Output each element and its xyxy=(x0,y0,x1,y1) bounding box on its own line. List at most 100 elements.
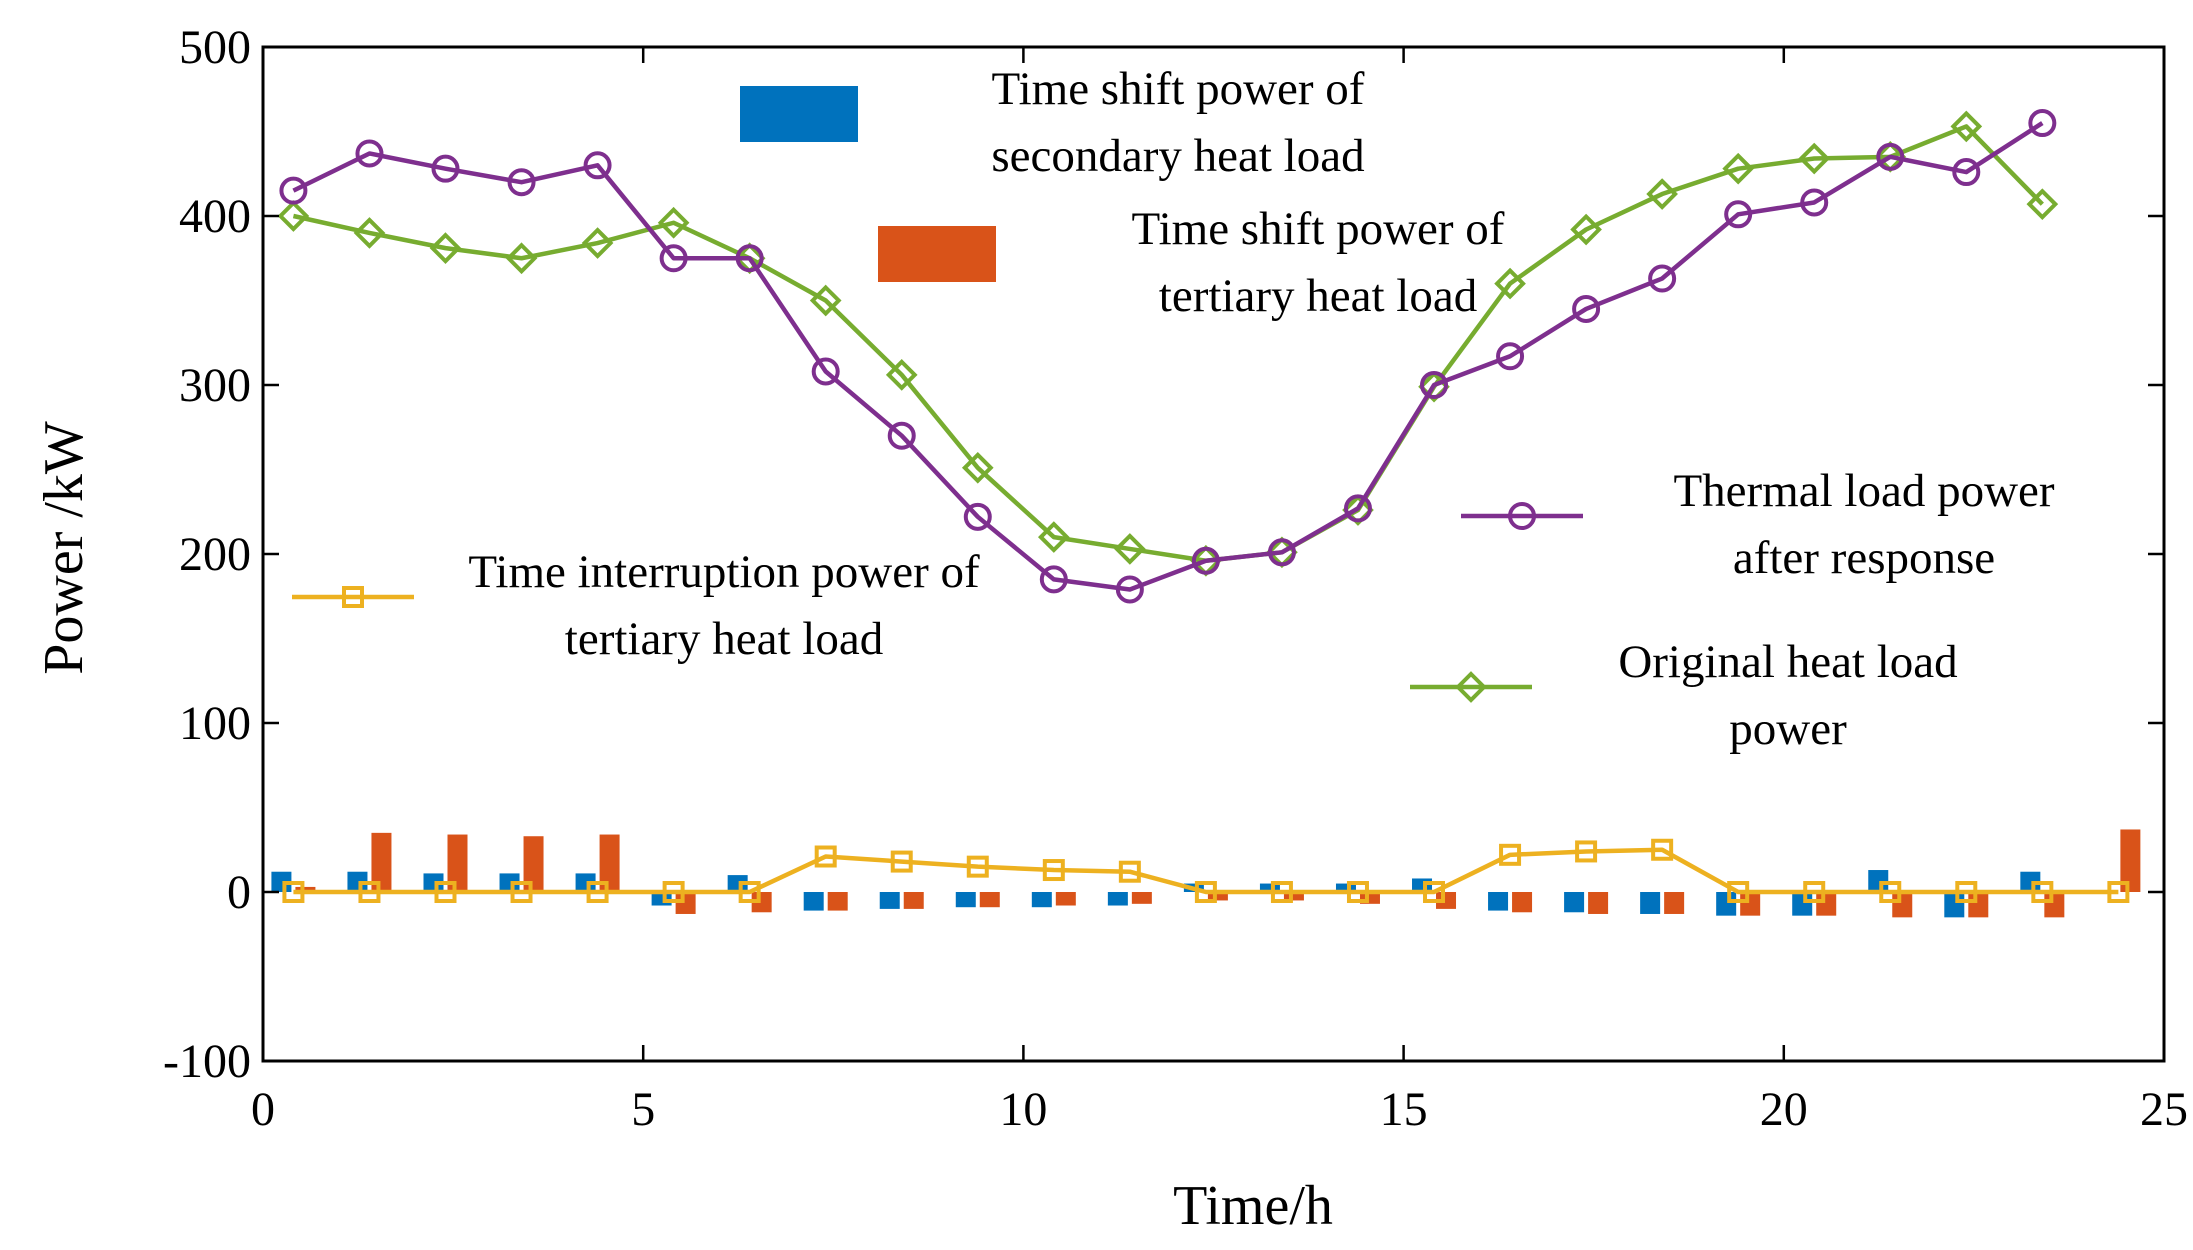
diamond-marker xyxy=(1494,267,1526,300)
y-tick-label: 500 xyxy=(179,21,251,74)
square-marker xyxy=(1575,840,1598,863)
legend-label: secondary heat load xyxy=(991,130,1364,182)
square-marker xyxy=(358,881,381,903)
circle-marker xyxy=(1343,494,1372,523)
square-marker xyxy=(966,855,989,878)
circle-marker xyxy=(1648,264,1677,293)
bar-tertiary xyxy=(1283,892,1304,901)
diamond-marker xyxy=(1950,110,1983,143)
circle-marker xyxy=(355,139,384,168)
bar-secondary xyxy=(1640,892,1661,914)
legend-label: after response xyxy=(1733,532,1995,584)
x-tick-label: 25 xyxy=(2140,1083,2188,1136)
circle-marker xyxy=(735,244,764,273)
circle-marker xyxy=(583,151,612,180)
bar-tertiary xyxy=(1740,892,1761,916)
bar-secondary xyxy=(1792,892,1813,916)
diamond-marker xyxy=(1342,494,1374,526)
square-marker xyxy=(586,881,609,903)
legend-label: Time shift power of xyxy=(992,63,1365,115)
legend-label: power xyxy=(1729,703,1847,755)
diamond-marker xyxy=(353,217,386,249)
circle-marker xyxy=(1039,565,1068,594)
diamond-marker xyxy=(505,242,538,275)
bar-tertiary xyxy=(1664,892,1685,914)
bar-tertiary xyxy=(1588,892,1609,914)
circle-marker xyxy=(1496,342,1525,371)
square-marker xyxy=(2107,881,2130,903)
y-axis-title: Power /kW xyxy=(33,421,95,675)
bars-layer xyxy=(271,829,2141,918)
x-tick-label: 15 xyxy=(1380,1083,1428,1136)
diamond-marker xyxy=(1114,533,1146,565)
diamond-marker xyxy=(277,200,310,232)
bar-secondary xyxy=(879,892,900,909)
bar-tertiary xyxy=(827,892,848,911)
square-marker xyxy=(434,881,457,903)
lines-layer xyxy=(277,109,2130,903)
circle-marker xyxy=(431,154,460,183)
bar-tertiary xyxy=(295,886,316,892)
circle-marker xyxy=(887,421,916,450)
legend-swatch-tertiary xyxy=(878,226,996,282)
circle-marker xyxy=(507,168,536,197)
legend-swatch-secondary xyxy=(740,86,858,142)
bar-tertiary xyxy=(2044,892,2065,918)
bar-secondary xyxy=(1944,892,1965,918)
square-marker xyxy=(1423,881,1446,903)
bar-tertiary xyxy=(371,832,392,892)
y-tick-label: 300 xyxy=(179,359,251,412)
bar-secondary xyxy=(1488,892,1509,911)
square-marker xyxy=(814,845,837,868)
legend-label: Time shift power of xyxy=(1132,203,1505,255)
circle-marker xyxy=(659,244,688,273)
y-tick-label: 400 xyxy=(179,190,251,243)
bar-secondary xyxy=(1107,892,1128,906)
circle-marker xyxy=(811,357,840,386)
square-marker xyxy=(1879,881,1902,903)
bar-tertiary xyxy=(1512,892,1533,913)
diamond-marker xyxy=(2026,188,2059,220)
legend-label: Original heat load xyxy=(1618,636,1957,688)
square-marker xyxy=(738,881,761,903)
square-marker xyxy=(1955,881,1978,903)
diamond-marker xyxy=(1722,152,1755,185)
bar-tertiary xyxy=(1968,892,1989,918)
circle-marker xyxy=(2028,109,2057,138)
legend-label: Thermal load power xyxy=(1673,465,2054,517)
legend-label: Time interruption power of xyxy=(468,546,980,598)
circle-marker xyxy=(1876,142,1905,171)
y-tick-label: 200 xyxy=(179,528,251,581)
bar-secondary xyxy=(1564,892,1585,913)
circle-marker xyxy=(1572,294,1601,323)
diamond-marker xyxy=(1570,213,1602,246)
x-tick-label: 20 xyxy=(1760,1083,1808,1136)
diamond-marker xyxy=(1798,142,1831,175)
square-marker xyxy=(1346,881,1369,903)
bar-tertiary xyxy=(523,836,544,892)
bar-tertiary xyxy=(1892,892,1913,918)
circle-marker xyxy=(963,502,992,531)
bar-tertiary xyxy=(903,892,924,909)
legend-label: tertiary heat load xyxy=(565,613,883,665)
square-marker xyxy=(2031,881,2054,903)
legend-circle-marker xyxy=(1508,502,1536,530)
square-marker xyxy=(1194,881,1217,903)
legend-diamond-marker xyxy=(1455,671,1487,703)
square-marker xyxy=(1042,859,1065,882)
line-circle-series xyxy=(292,121,2044,592)
circle-marker xyxy=(1724,200,1753,229)
legend-label: tertiary heat load xyxy=(1159,270,1477,322)
diamond-marker xyxy=(809,284,842,317)
diamond-marker xyxy=(657,206,690,239)
square-marker xyxy=(282,881,305,903)
bar-tertiary xyxy=(447,834,468,892)
circle-marker xyxy=(1191,546,1220,575)
bar-secondary xyxy=(803,892,824,911)
x-tick-label: 5 xyxy=(631,1083,655,1136)
x-tick-label: 0 xyxy=(251,1083,275,1136)
square-marker xyxy=(890,850,913,873)
bar-tertiary xyxy=(1359,892,1380,904)
